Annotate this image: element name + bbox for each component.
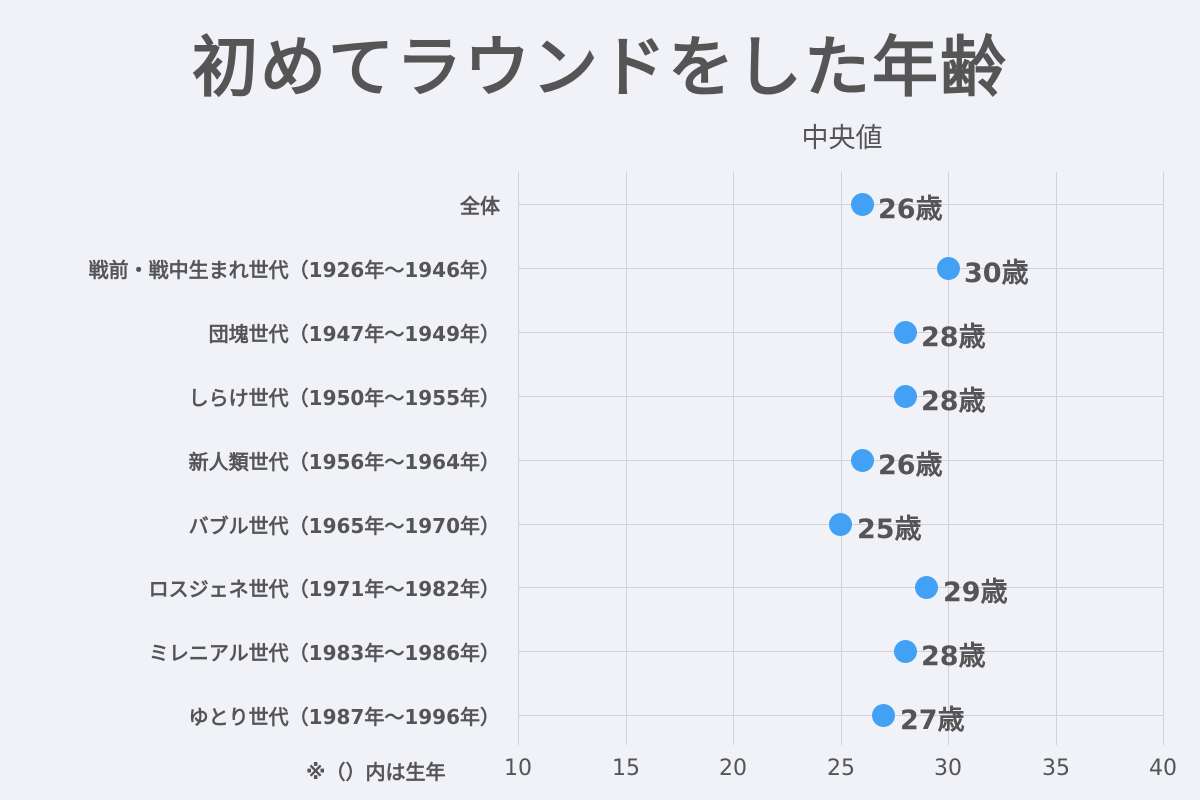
category-label: 全体 [460,194,500,218]
horizontal-gridline [518,268,1164,269]
data-point [872,704,895,727]
x-tick-label: 10 [504,756,532,781]
horizontal-gridline [518,715,1164,716]
horizontal-gridline [518,460,1164,461]
horizontal-gridline [518,587,1164,588]
chart-subtitle: 中央値 [801,123,883,154]
x-tick-label: 30 [934,756,962,781]
data-point [851,449,874,472]
value-label: 26歳 [878,194,943,225]
category-label: 戦前・戦中生まれ世代（1926年～1946年） [88,258,500,282]
vertical-gridline [1163,172,1164,745]
data-point [894,640,917,663]
value-label: 29歳 [943,577,1008,608]
vertical-gridline [948,172,949,745]
value-label: 28歳 [921,641,986,672]
data-point [894,321,917,344]
value-label: 27歳 [900,705,965,736]
category-label: 団塊世代（1947年～1949年） [208,322,500,346]
x-tick-label: 35 [1042,756,1070,781]
category-label: バブル世代（1965年～1970年） [188,514,500,538]
vertical-gridline [841,172,842,745]
value-label: 30歳 [964,258,1029,289]
data-point [915,576,938,599]
x-tick-label: 25 [827,756,855,781]
vertical-gridline [518,172,519,745]
x-tick-label: 15 [612,756,640,781]
vertical-gridline [733,172,734,745]
category-label: ロスジェネ世代（1971年～1982年） [148,577,500,601]
data-point [851,193,874,216]
chart-title: 初めてラウンドをした年齢 [192,29,1008,106]
vertical-gridline [1056,172,1057,745]
vertical-gridline [626,172,627,745]
value-label: 25歳 [857,514,922,545]
data-point [937,257,960,280]
x-tick-label: 40 [1149,756,1177,781]
data-point [829,513,852,536]
value-label: 26歳 [878,450,943,481]
value-label: 28歳 [921,322,986,353]
category-label: ミレニアル世代（1983年～1986年） [148,641,500,665]
value-label: 28歳 [921,386,986,417]
horizontal-gridline [518,396,1164,397]
horizontal-gridline [518,651,1164,652]
data-point [894,385,917,408]
category-label: 新人類世代（1956年～1964年） [188,450,500,474]
category-label: ゆとり世代（1987年～1996年） [188,705,500,729]
horizontal-gridline [518,204,1164,205]
category-label: しらけ世代（1950年～1955年） [188,386,500,410]
horizontal-gridline [518,332,1164,333]
x-tick-label: 20 [719,756,747,781]
birth-year-note: ※（）内は生年 [306,760,446,784]
